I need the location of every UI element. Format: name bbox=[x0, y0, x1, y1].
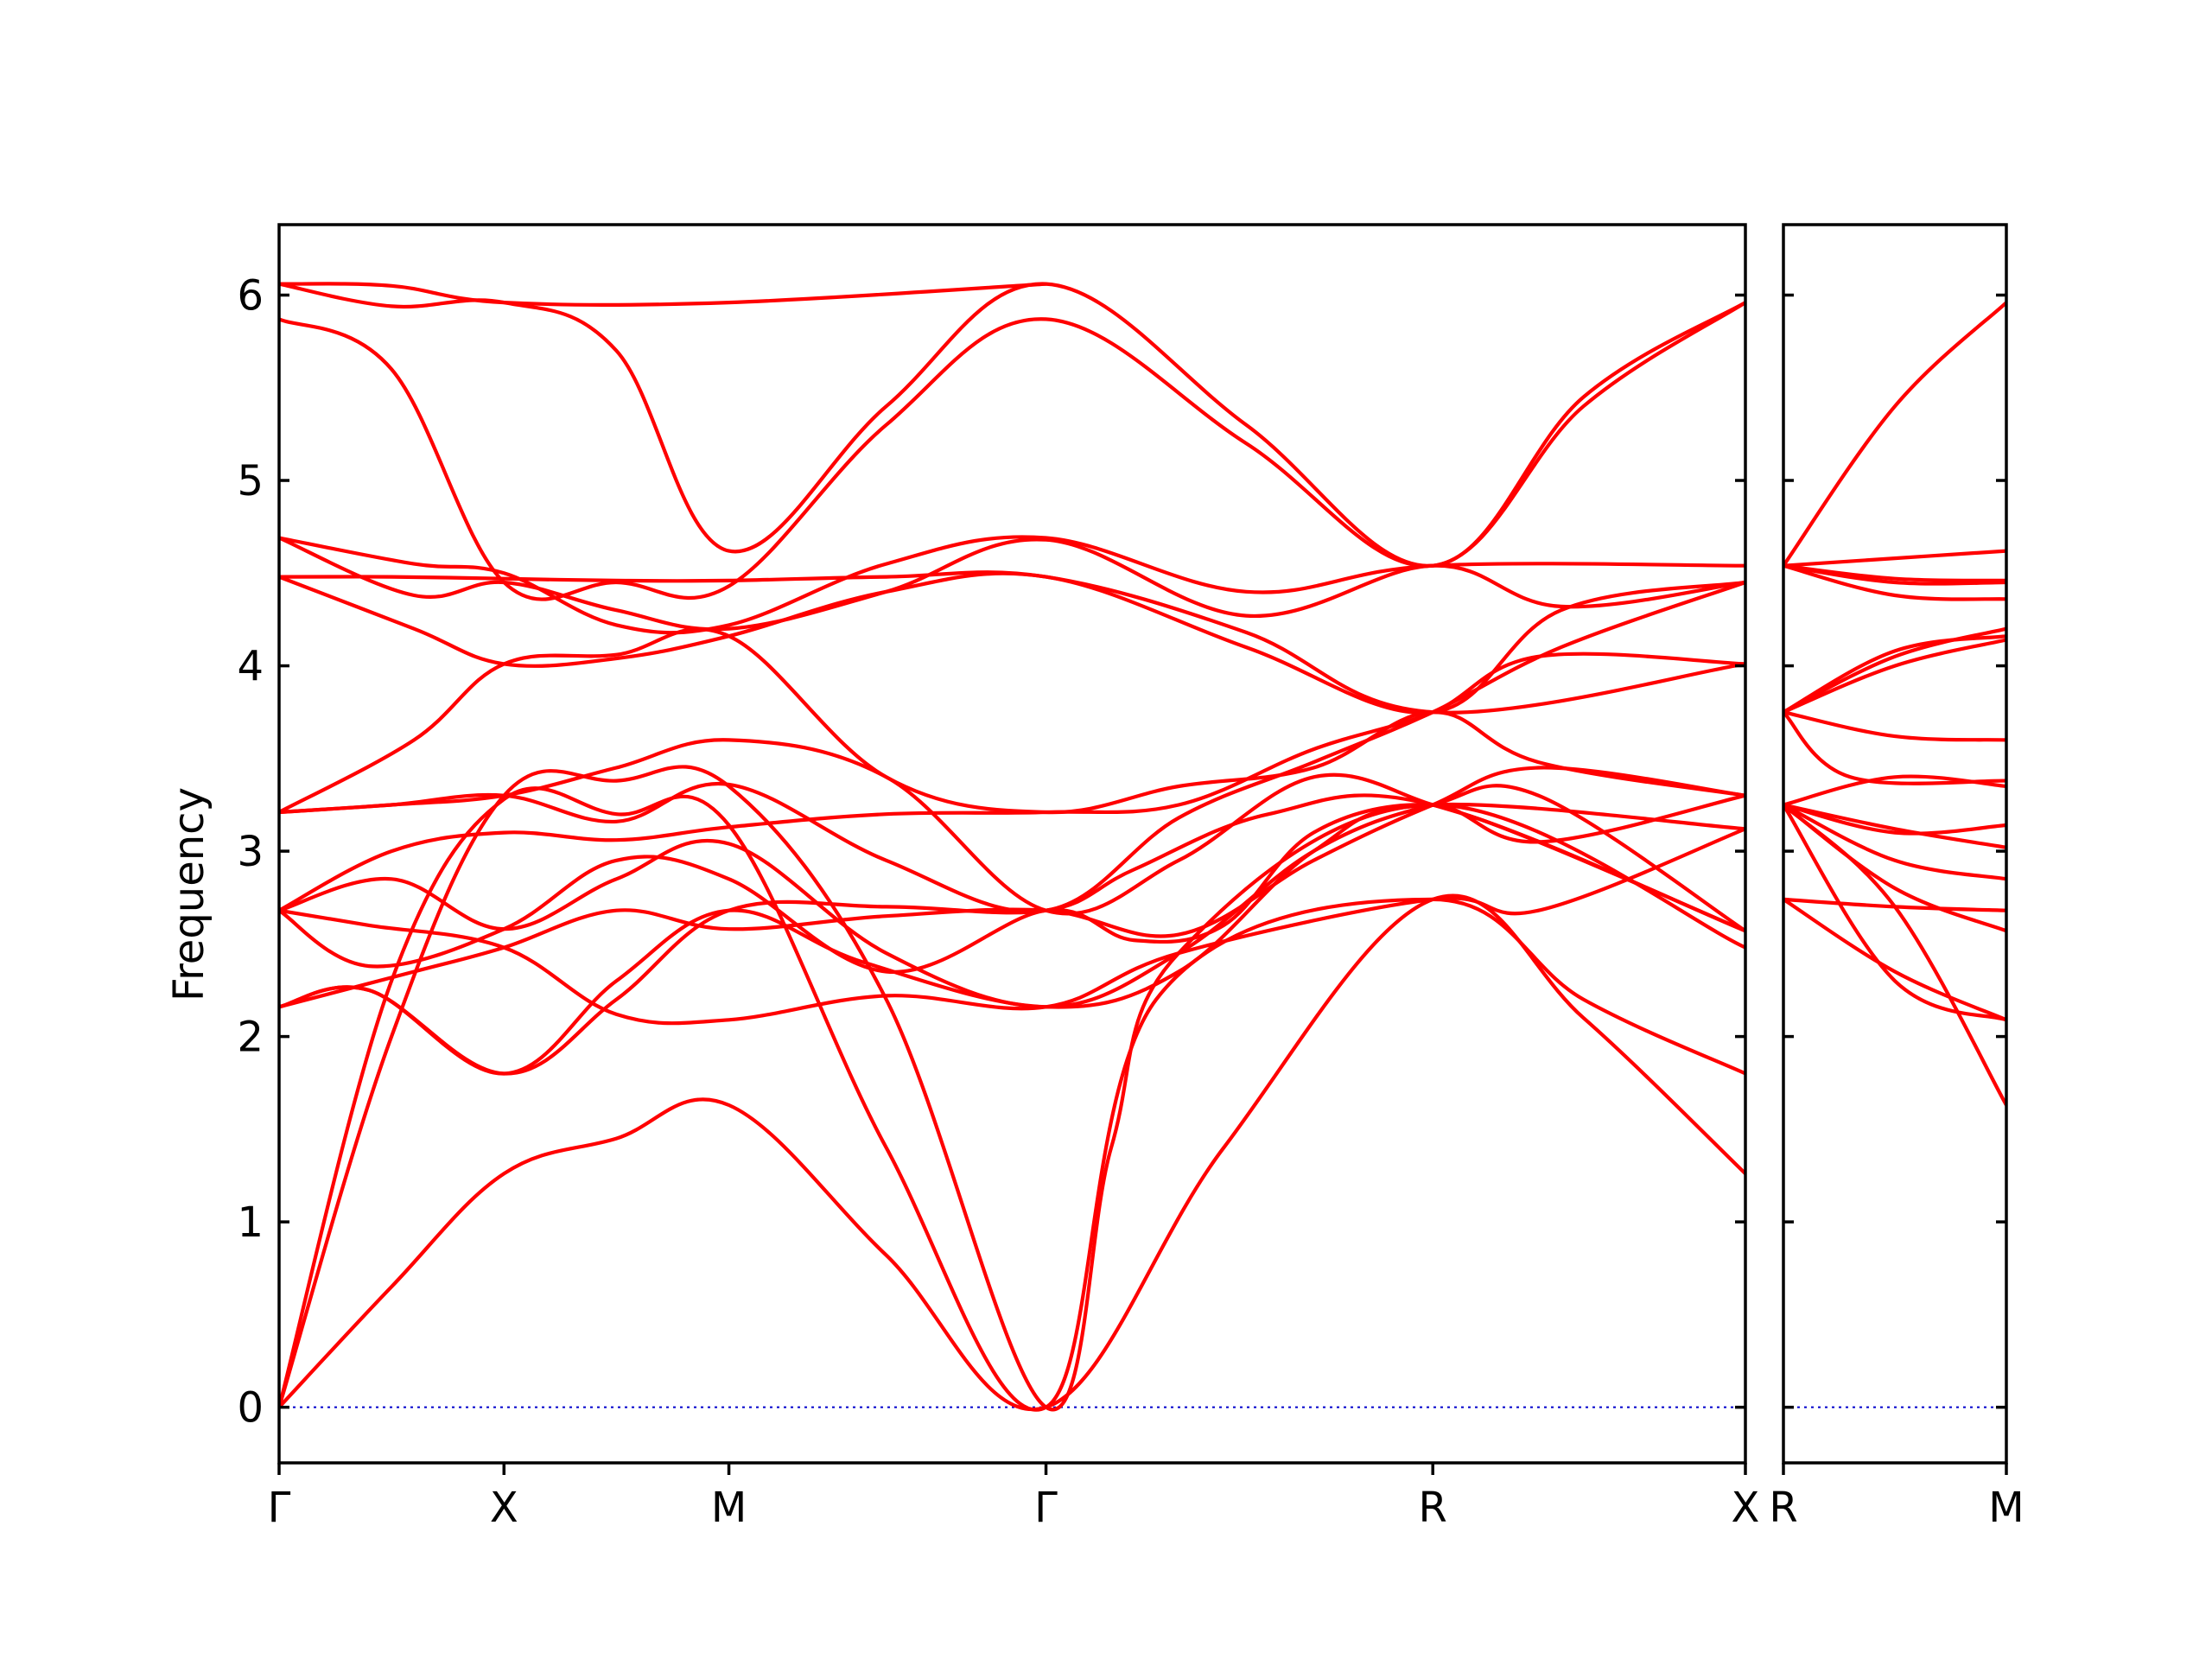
y-axis-title: Frequency bbox=[165, 787, 213, 1001]
band-line-1-6 bbox=[1783, 634, 2006, 715]
x-tick-label: M bbox=[1988, 1484, 2024, 1532]
band-line-0-1 bbox=[279, 786, 1745, 1412]
y-tick-label: 6 bbox=[237, 272, 264, 321]
plot-frame bbox=[277, 223, 1747, 1465]
band-line-0-2 bbox=[279, 765, 1745, 1412]
band-line-0-9 bbox=[279, 652, 1745, 912]
band-line-0-11 bbox=[279, 626, 1745, 815]
x-tick-label: R bbox=[1769, 1484, 1797, 1532]
y-tick-label: 1 bbox=[237, 1198, 264, 1247]
band-line-0-18 bbox=[279, 282, 1745, 568]
band-line-1-5 bbox=[1783, 626, 2006, 715]
x-tick-label: X bbox=[1732, 1484, 1760, 1532]
band-line-0-8 bbox=[279, 784, 1745, 1009]
band-line-1-1 bbox=[1783, 549, 2006, 568]
band-line-0-14 bbox=[279, 570, 1745, 715]
band-line-0-6 bbox=[279, 827, 1745, 1026]
y-tick-label: 5 bbox=[237, 457, 264, 505]
band-line-1-3 bbox=[1783, 563, 2006, 601]
band-line-0-10 bbox=[279, 580, 1745, 913]
band-line-1-11 bbox=[1783, 803, 2006, 836]
x-tick-label: M bbox=[711, 1484, 747, 1532]
y-tick-label: 0 bbox=[237, 1384, 264, 1433]
band-line-0-4 bbox=[279, 802, 1745, 1076]
y-tick-label: 4 bbox=[237, 643, 264, 691]
band-line-0-12 bbox=[279, 738, 1745, 933]
band-line-1-17 bbox=[1783, 897, 2006, 912]
band-line-0-17 bbox=[279, 301, 1745, 601]
y-tick-label: 3 bbox=[237, 828, 264, 876]
x-tick-label: R bbox=[1419, 1484, 1447, 1532]
band-line-0-19 bbox=[279, 282, 1048, 307]
band-line-1-7 bbox=[1783, 638, 2006, 715]
plot-frame bbox=[1782, 223, 2008, 1465]
band-line-0-16 bbox=[279, 535, 1745, 635]
x-tick-label: X bbox=[490, 1484, 518, 1532]
band-line-1-4 bbox=[1783, 563, 2006, 586]
x-tick-label: Γ bbox=[268, 1484, 291, 1532]
y-tick-label: 2 bbox=[237, 1014, 264, 1062]
band-line-1-15 bbox=[1783, 803, 2006, 1022]
band-line-1-10 bbox=[1783, 774, 2006, 807]
band-line-1-8 bbox=[1783, 710, 2006, 742]
x-tick-label: Γ bbox=[1034, 1484, 1058, 1532]
band-line-1-18 bbox=[1783, 897, 2006, 1022]
main-panel: 0 1 2 3 4 5 6 Γ X M Γ R X bbox=[237, 223, 1760, 1532]
band-line-0-15 bbox=[279, 536, 1745, 632]
band-line-1-9 bbox=[1783, 710, 2006, 785]
band-line-1-16 bbox=[1783, 803, 2006, 1108]
band-line-1-12 bbox=[1783, 803, 2006, 849]
band-line-1-0 bbox=[1783, 301, 2006, 568]
band-line-0-13 bbox=[279, 571, 1745, 715]
band-line-0-0 bbox=[279, 893, 1745, 1412]
band-line-1-13 bbox=[1783, 803, 2006, 881]
